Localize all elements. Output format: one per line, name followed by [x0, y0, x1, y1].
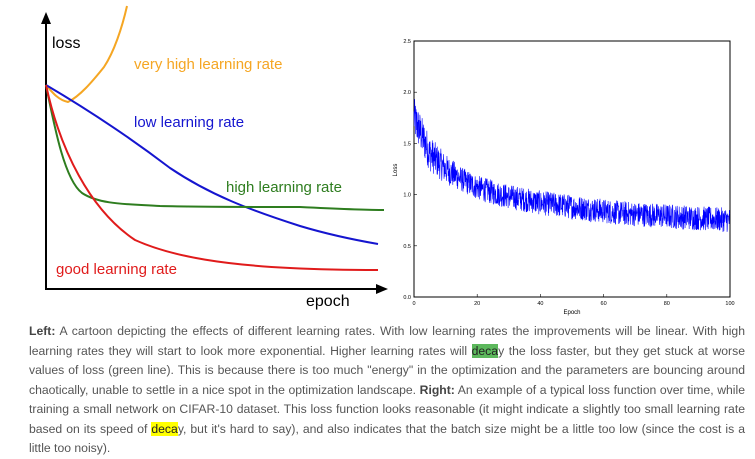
figure-caption: Left: A cartoon depicting the effects of…	[29, 322, 745, 459]
x-tick-label: 40	[537, 301, 543, 307]
loss-line	[413, 99, 731, 232]
y-tick-label: 1.0	[403, 193, 411, 199]
x-axis-label: epoch	[306, 293, 350, 310]
loss-series	[413, 99, 731, 232]
series-line-low	[45, 84, 379, 245]
legend-high: high learning rate	[226, 179, 342, 196]
y-tick-label: 0.0	[403, 295, 411, 301]
y-axis-arrow	[41, 12, 51, 24]
caption-left-label: Left:	[29, 324, 56, 338]
caption-highlight-decay-2: deca	[151, 421, 178, 436]
y-tick-label: 2.0	[403, 90, 411, 96]
caption-text-2: y the loss faster, but they get stuck at…	[29, 343, 745, 397]
x-tick-label: 20	[474, 301, 480, 307]
legend-very-high: very high learning rate	[134, 56, 282, 73]
learning-rate-cartoon-chart: loss epoch very high learning rate low l…	[41, 5, 388, 310]
y-axis-label: loss	[52, 35, 80, 52]
y-tick-label: 1.5	[403, 141, 411, 147]
x-axis-arrow	[376, 284, 388, 294]
x-tick-label: 0	[412, 301, 415, 307]
x-tick-label: 60	[601, 301, 607, 307]
legend-low: low learning rate	[134, 114, 244, 131]
series-line-very-high	[45, 5, 128, 104]
caption-right-label: Right:	[419, 382, 455, 397]
caption-text-4: y, but it's hard to say), and also indic…	[29, 421, 745, 456]
plot-frame	[413, 40, 731, 298]
caption-text-1: A cartoon depicting the effects of diffe…	[29, 324, 745, 358]
series-line-good	[45, 84, 379, 271]
y-axis-title: Loss	[393, 164, 399, 177]
tick-group: 0 20 40 60 80 100 0.0 0.5 1.0 1.5 2.0 2.5	[403, 39, 734, 307]
series-line-high	[45, 84, 385, 211]
y-tick-label: 0.5	[403, 244, 411, 250]
caption-text-3: An example of a typical loss function ov…	[29, 382, 745, 436]
y-tick-label: 2.5	[403, 39, 411, 45]
x-axis-title: Epoch	[563, 310, 580, 316]
legend-good: good learning rate	[56, 261, 177, 278]
x-tick-label: 100	[725, 301, 734, 307]
cifar10-loss-chart: 0 20 40 60 80 100 0.0 0.5 1.0 1.5 2.0 2.5 Epoch Los…	[393, 39, 735, 316]
caption-highlight-decay-1: deca	[471, 343, 499, 358]
x-tick-label: 80	[664, 301, 670, 307]
